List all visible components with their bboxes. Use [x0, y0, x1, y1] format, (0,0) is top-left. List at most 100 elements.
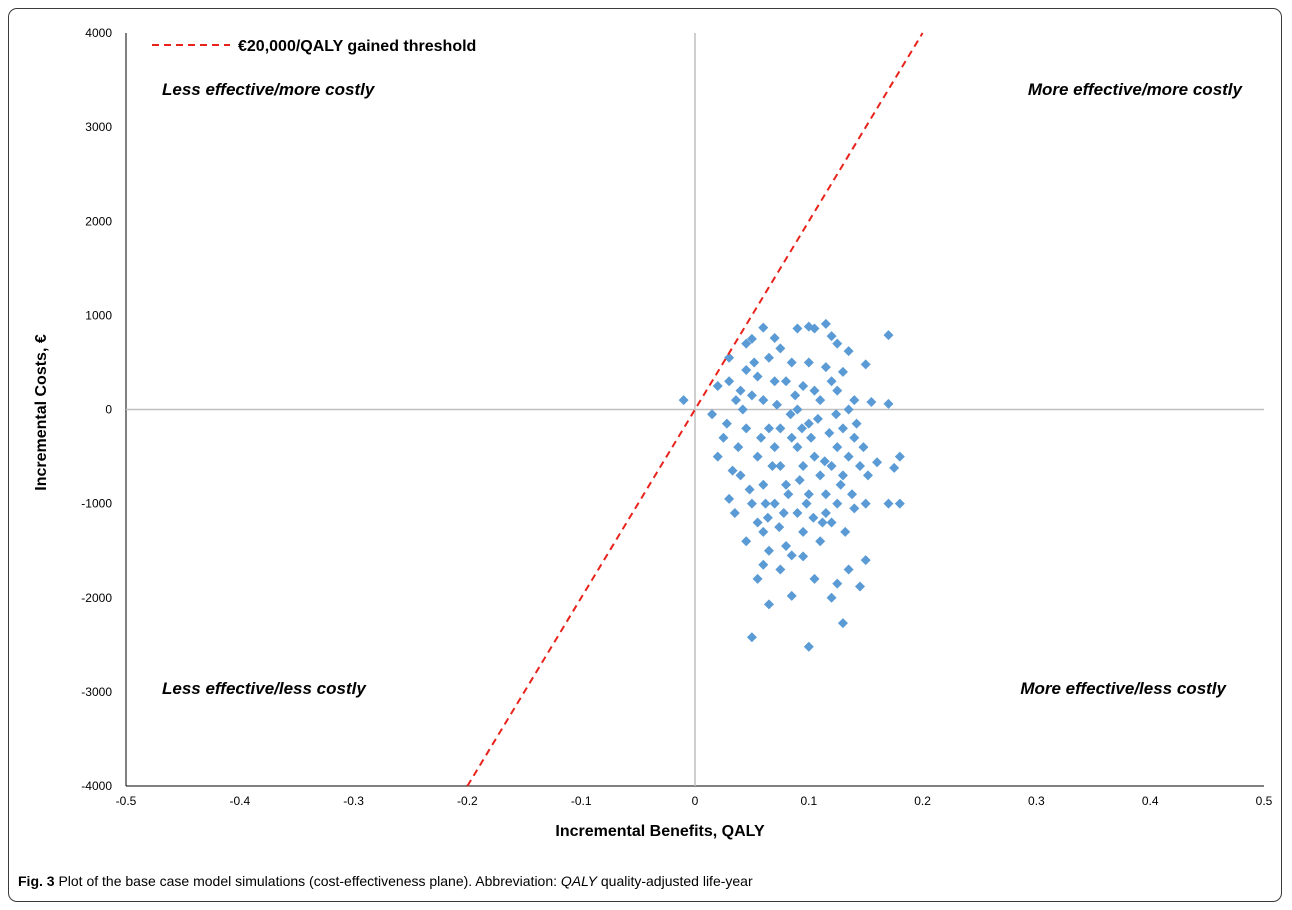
data-point: [826, 331, 837, 342]
data-point: [792, 442, 803, 453]
data-point: [809, 573, 820, 584]
data-point: [835, 479, 846, 490]
data-point: [798, 460, 809, 471]
data-point: [815, 395, 826, 406]
data-point: [786, 550, 797, 561]
data-point: [858, 442, 869, 453]
data-point: [724, 376, 735, 387]
data-point: [809, 385, 820, 396]
x-tick-label: -0.4: [229, 794, 250, 808]
data-point: [781, 540, 792, 551]
data-point: [806, 432, 817, 443]
data-point: [735, 470, 746, 481]
data-point: [758, 322, 769, 333]
data-point: [862, 470, 873, 481]
data-point: [849, 503, 860, 514]
data-point: [724, 493, 735, 504]
data-point: [803, 357, 814, 368]
data-point: [727, 465, 738, 476]
x-tick-label: 0.4: [1142, 794, 1159, 808]
threshold-line: [466, 32, 924, 787]
data-point: [718, 432, 729, 443]
data-point: [712, 380, 723, 391]
data-point: [815, 470, 826, 481]
data-point: [792, 323, 803, 334]
y-tick-label: -1000: [81, 497, 112, 511]
data-point: [785, 409, 796, 420]
data-point: [752, 517, 763, 528]
data-point: [801, 498, 812, 509]
y-tick-label: 1000: [85, 308, 112, 322]
data-point: [798, 526, 809, 537]
data-point: [769, 498, 780, 509]
quadrant-label-bottom-right: More effective/less costly: [1020, 679, 1227, 698]
data-point: [762, 512, 773, 523]
data-point: [763, 352, 774, 363]
y-axis-title: Incremental Costs, €: [33, 334, 50, 491]
data-point: [820, 489, 831, 500]
data-point: [794, 475, 805, 486]
data-point: [843, 451, 854, 462]
y-tick-label: -4000: [81, 779, 112, 793]
data-point: [803, 418, 814, 429]
data-point: [769, 376, 780, 387]
data-point: [769, 442, 780, 453]
data-point: [851, 418, 862, 429]
data-point: [756, 432, 767, 443]
data-point: [837, 470, 848, 481]
data-point: [746, 390, 757, 401]
data-point: [843, 346, 854, 357]
data-point: [786, 432, 797, 443]
data-point: [786, 357, 797, 368]
data-point: [809, 323, 820, 334]
data-point: [758, 526, 769, 537]
data-point: [758, 559, 769, 570]
x-tick-label: 0.2: [914, 794, 931, 808]
data-point: [781, 479, 792, 490]
data-point: [837, 366, 848, 377]
data-point: [790, 390, 801, 401]
data-point: [746, 333, 757, 344]
x-tick-label: -0.5: [116, 794, 137, 808]
data-point: [894, 451, 905, 462]
data-point: [721, 418, 732, 429]
data-point: [798, 551, 809, 562]
data-point: [849, 395, 860, 406]
x-axis-title: Incremental Benefits, QALY: [555, 823, 765, 840]
y-tick-label: 3000: [85, 120, 112, 134]
figure-frame: [8, 8, 1282, 902]
data-point: [760, 498, 771, 509]
axes-layer: [125, 33, 1264, 787]
y-tick-label: 0: [105, 403, 112, 417]
data-point: [744, 484, 755, 495]
data-point: [860, 555, 871, 566]
data-point: [730, 395, 741, 406]
data-point: [883, 330, 894, 341]
y-tick-label: 2000: [85, 214, 112, 228]
data-point: [820, 508, 831, 519]
data-point: [837, 423, 848, 434]
data-point: [741, 536, 752, 547]
x-tick-label: 0.3: [1028, 794, 1045, 808]
data-point: [843, 564, 854, 575]
caption-text-after: quality-adjusted life-year: [597, 873, 753, 889]
quadrant-label-top-left: Less effective/more costly: [162, 80, 376, 99]
x-tick-label: 0.1: [800, 794, 817, 808]
data-point: [815, 536, 826, 547]
data-point: [832, 498, 843, 509]
data-point: [775, 460, 786, 471]
data-point: [746, 498, 757, 509]
data-point: [832, 338, 843, 349]
data-point: [820, 362, 831, 373]
data-point: [826, 517, 837, 528]
y-tick-label: -2000: [81, 591, 112, 605]
data-point: [752, 371, 763, 382]
data-point: [803, 641, 814, 652]
data-point: [778, 508, 789, 519]
data-point: [763, 599, 774, 610]
x-tick-label: -0.2: [457, 794, 478, 808]
x-tick-label: 0.5: [1256, 794, 1273, 808]
data-point: [783, 489, 794, 500]
caption-text: Plot of the base case model simulations …: [54, 873, 561, 889]
